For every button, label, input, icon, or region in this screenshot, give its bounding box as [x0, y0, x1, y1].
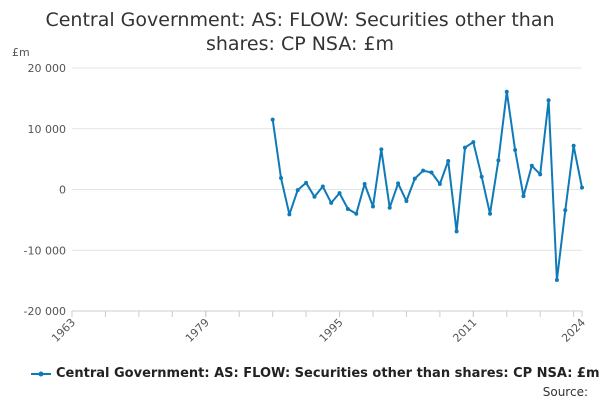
data-point[interactable] — [370, 204, 375, 209]
y-tick-label: 0 — [59, 184, 66, 197]
x-tick-label: 2024 — [559, 316, 588, 345]
data-point[interactable] — [387, 205, 392, 210]
data-point[interactable] — [454, 229, 459, 234]
data-point[interactable] — [571, 143, 576, 148]
data-point[interactable] — [354, 211, 359, 216]
data-point[interactable] — [471, 140, 476, 145]
data-point[interactable] — [279, 175, 284, 180]
data-point[interactable] — [580, 185, 584, 190]
data-point[interactable] — [521, 194, 526, 199]
data-point[interactable] — [446, 158, 451, 163]
data-point[interactable] — [329, 200, 334, 205]
series — [270, 89, 584, 283]
data-point[interactable] — [379, 147, 384, 152]
data-point[interactable] — [429, 170, 434, 175]
x-tick-label: 1963 — [49, 316, 78, 345]
source-label: Source: — [542, 385, 588, 399]
legend-line-icon — [31, 371, 51, 376]
data-point[interactable] — [362, 182, 367, 187]
data-point[interactable] — [295, 188, 300, 193]
data-point[interactable] — [496, 158, 501, 163]
series-line — [271, 90, 583, 281]
data-point[interactable] — [563, 208, 568, 213]
data-point[interactable] — [287, 212, 292, 217]
data-point[interactable] — [479, 174, 484, 179]
data-point[interactable] — [304, 180, 309, 185]
y-tick-label: 10 000 — [28, 123, 67, 136]
data-point[interactable] — [312, 194, 317, 199]
y-axis-unit-label: £m — [12, 46, 30, 59]
data-point[interactable] — [529, 163, 534, 168]
data-point[interactable] — [462, 145, 467, 150]
data-point[interactable] — [270, 117, 275, 122]
legend-label: Central Government: AS: FLOW: Securities… — [56, 366, 600, 381]
data-point[interactable] — [513, 148, 518, 153]
data-point[interactable] — [337, 191, 342, 196]
chart-title: Central Government: AS: FLOW: Securities… — [45, 9, 555, 55]
data-point[interactable] — [504, 89, 509, 94]
data-point[interactable] — [345, 206, 350, 211]
y-tick-label: -20 000 — [24, 305, 66, 318]
y-tick-label: -10 000 — [24, 244, 66, 257]
x-tick-label: 1995 — [317, 316, 346, 345]
data-point[interactable] — [538, 172, 543, 177]
x-tick-label: 2011 — [450, 316, 479, 345]
data-point[interactable] — [546, 98, 551, 103]
data-point[interactable] — [554, 278, 559, 283]
y-tick-label: 20 000 — [28, 62, 67, 75]
x-tick-label: 1979 — [183, 316, 212, 345]
data-point[interactable] — [488, 211, 493, 216]
data-point[interactable] — [421, 168, 426, 173]
data-point[interactable] — [396, 181, 401, 186]
data-point[interactable] — [404, 199, 409, 204]
data-point[interactable] — [412, 176, 417, 181]
data-point[interactable] — [437, 182, 442, 187]
legend[interactable]: Central Government: AS: FLOW: Securities… — [30, 366, 600, 381]
data-point[interactable] — [320, 184, 325, 189]
